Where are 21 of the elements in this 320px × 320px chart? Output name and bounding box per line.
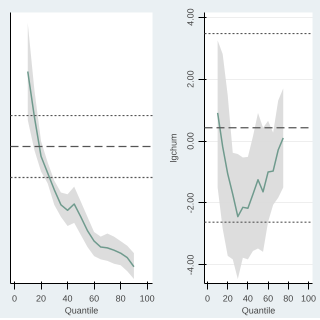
x-tick-label: 20 — [222, 294, 233, 304]
x-axis-title: Quantile — [242, 306, 276, 316]
x-tick-label: 60 — [89, 294, 100, 304]
y-tick-label: 2.00 — [186, 70, 196, 88]
x-tick-label: 80 — [283, 294, 294, 304]
x-axis-title: Quantile — [64, 306, 98, 316]
x-tick-label: 100 — [140, 294, 155, 304]
x-tick-label: 60 — [263, 294, 274, 304]
x-tick-label: 40 — [242, 294, 253, 304]
x-tick-label: 40 — [62, 294, 73, 304]
y-axis-title: lgchum — [168, 133, 178, 163]
x-tick-label: 20 — [36, 294, 46, 304]
y-tick-label: -2.00 — [186, 192, 196, 214]
y-tick-label: 4.00 — [186, 8, 196, 26]
y-tick-label: 0.00 — [186, 132, 196, 150]
y-tick-label: -4.00 — [186, 254, 196, 276]
line-series — [216, 112, 284, 218]
x-tick-label: 0 — [205, 294, 210, 304]
x-tick-label: 100 — [300, 294, 316, 304]
x-tick-label: 80 — [116, 294, 126, 304]
x-tick-label: 0 — [12, 294, 17, 304]
